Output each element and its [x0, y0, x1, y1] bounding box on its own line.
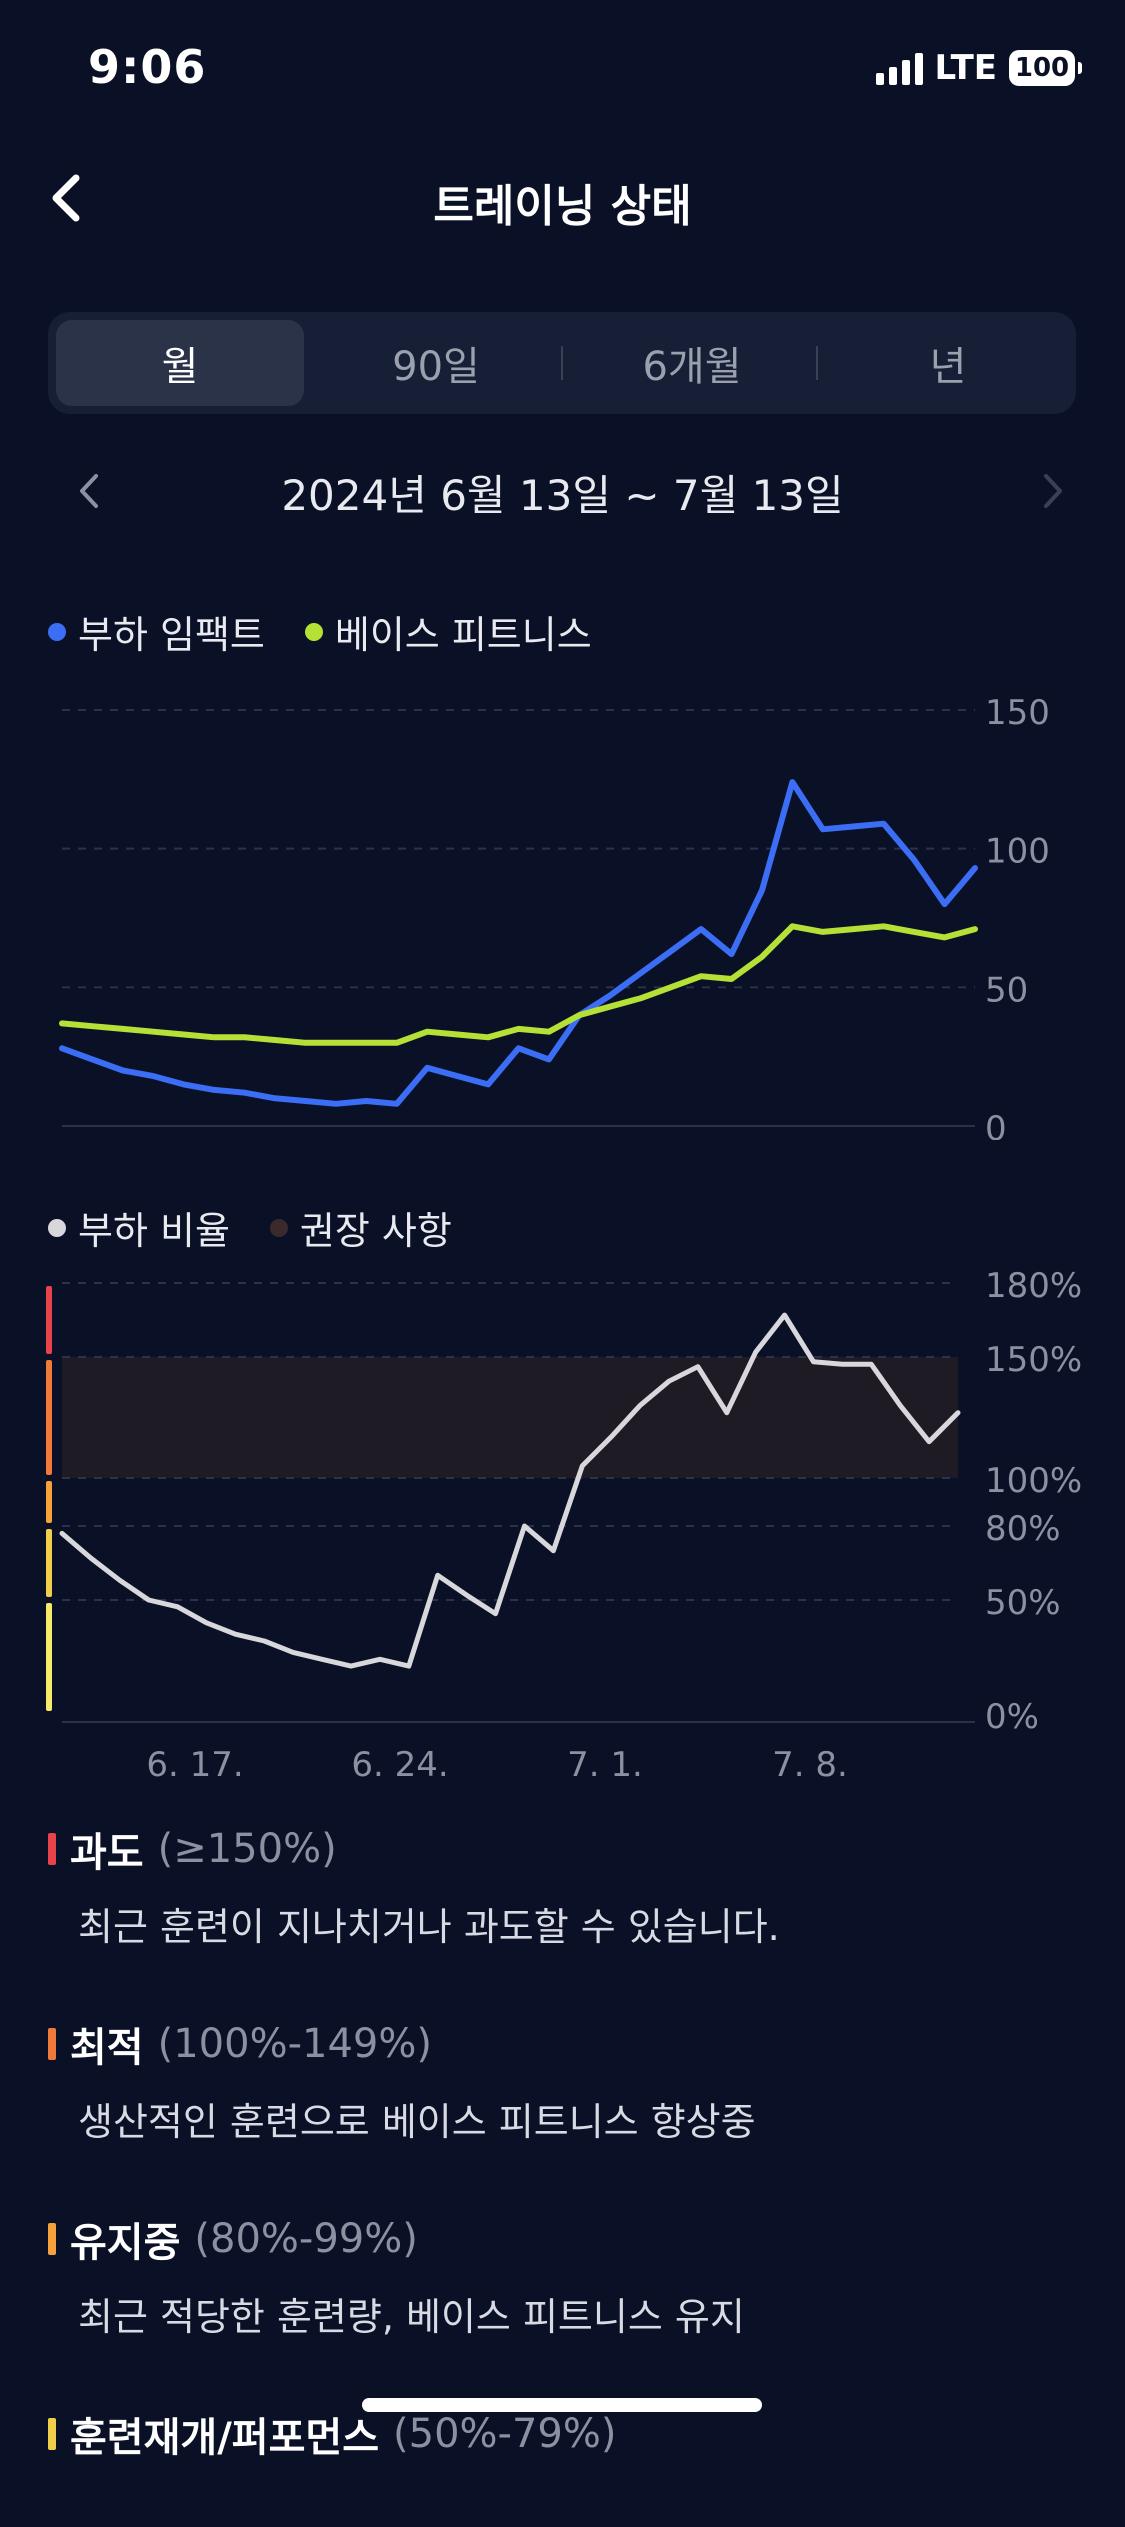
zone-range: (50%-79%)	[393, 2411, 617, 2457]
tab-year[interactable]: 년	[929, 344, 967, 390]
x-tick-label: 6. 24.	[351, 1745, 448, 1785]
load-impact-chart: 150 100 50 0	[59, 693, 1050, 1140]
legend-dot	[304, 622, 323, 641]
legend-dot	[48, 1218, 66, 1237]
battery-level: 100	[1014, 53, 1070, 83]
status-bar: 9:06 LTE 100	[0, 0, 1125, 140]
tab-6-months[interactable]: 6개월	[642, 344, 742, 390]
signal-icon	[875, 51, 923, 85]
recommended-band	[62, 1357, 958, 1478]
period-segmented-control: 월 90일 6개월 년	[48, 312, 1076, 414]
legend-label: 권장 사항	[299, 1209, 452, 1253]
zone-scale-bar	[46, 1360, 52, 1475]
prev-period-icon[interactable]	[66, 466, 116, 516]
tab-90-days[interactable]: 90일	[392, 344, 480, 390]
zone-description: 최근 훈련이 지나치거나 과도할 수 있습니다.	[78, 1905, 780, 1949]
y-tick-label: 50	[985, 970, 1028, 1010]
network-label: LTE	[934, 48, 997, 88]
x-tick-label: 6. 17.	[146, 1745, 243, 1785]
zone-description: 생산적인 훈련으로 베이스 피트니스 향상중	[78, 2100, 756, 2144]
legend-item-load-impact: 부하 임팩트	[48, 604, 265, 659]
zone-color-bar	[48, 2418, 56, 2450]
y-tick-label: 0%	[985, 1697, 1039, 1737]
tab-month[interactable]: 월	[56, 320, 304, 406]
zone-name: 유지중	[70, 2220, 181, 2266]
legend-item-base-fitness: 베이스 피트니스	[304, 604, 592, 659]
legend-dot	[269, 1218, 288, 1237]
zone-name: 훈련재개/퍼포먼스	[70, 2415, 380, 2461]
load-chart-legend: 부하 임팩트 베이스 피트니스	[48, 604, 632, 659]
x-tick-label: 7. 1.	[567, 1745, 643, 1785]
status-icons: LTE 100	[875, 48, 1082, 88]
back-chevron-icon[interactable]	[40, 168, 100, 228]
legend-item-recommendation: 권장 사항	[269, 1200, 452, 1255]
zone-name: 과도	[70, 1830, 144, 1876]
zone-scale-bar	[46, 1529, 52, 1597]
y-tick-label: 150	[985, 693, 1050, 733]
zone-range: (100%-149%)	[157, 2021, 432, 2067]
zone-range: (≥150%)	[157, 1826, 337, 1872]
y-tick-label: 80%	[985, 1509, 1061, 1549]
zone-name: 최적	[70, 2025, 144, 2071]
legend-label: 부하 비율	[78, 1209, 230, 1253]
y-tick-label: 100	[985, 832, 1050, 872]
zone-scale-bar	[46, 1603, 52, 1711]
tab-divider	[816, 346, 818, 380]
zone-maintaining: 유지중 (80%-99%) 최근 적당한 훈련량, 베이스 피트니스 유지	[48, 2210, 1048, 2341]
ratio-chart-legend: 부하 비율 권장 사항	[48, 1200, 492, 1255]
zone-descriptions: 과도 (≥150%) 최근 훈련이 지나치거나 과도할 수 있습니다. 최적 (…	[48, 1820, 1048, 2527]
zone-color-bar	[48, 2223, 56, 2255]
zone-color-bar	[48, 2028, 56, 2060]
zone-scale-bar	[46, 1481, 52, 1523]
status-time: 9:06	[88, 40, 207, 94]
y-tick-label: 150%	[985, 1340, 1082, 1380]
home-indicator	[362, 2398, 762, 2412]
zone-recovery-performance: 훈련재개/퍼포먼스 (50%-79%)	[48, 2405, 1048, 2463]
next-period-icon[interactable]	[1026, 466, 1076, 516]
y-tick-label: 180%	[985, 1270, 1082, 1306]
zone-scale-bar	[46, 1286, 52, 1354]
date-range-label: 2024년 6월 13일 ~ 7월 13일	[281, 471, 844, 520]
legend-dot	[48, 622, 66, 641]
series-line-base-fitness	[59, 923, 978, 1046]
series-line-load-ratio	[59, 1312, 961, 1669]
legend-item-load-ratio: 부하 비율	[48, 1200, 230, 1255]
x-tick-label: 7. 8.	[772, 1745, 848, 1785]
legend-label: 베이스 피트니스	[334, 613, 592, 657]
y-tick-label: 50%	[985, 1583, 1061, 1623]
nav-header: 트레이닝 상태	[0, 150, 1125, 250]
battery-icon: 100	[1009, 50, 1082, 86]
y-tick-label: 100%	[985, 1461, 1082, 1501]
zone-range: (80%-99%)	[194, 2216, 418, 2262]
series-line-load-impact	[59, 779, 978, 1107]
date-range-row: 2024년 6월 13일 ~ 7월 13일	[0, 450, 1125, 530]
legend-label: 부하 임팩트	[78, 613, 265, 657]
page-title: 트레이닝 상태	[433, 181, 692, 232]
tab-divider	[561, 346, 563, 380]
load-ratio-chart: 180% 150% 100% 80% 50% 0% 6. 17. 6. 24. 7. 1. 7. …	[46, 1270, 1082, 1785]
zone-optimal: 최적 (100%-149%) 생산적인 훈련으로 베이스 피트니스 향상중	[48, 2015, 1048, 2146]
zone-excessive: 과도 (≥150%) 최근 훈련이 지나치거나 과도할 수 있습니다.	[48, 1820, 1048, 1951]
y-tick-label: 0	[985, 1109, 1007, 1140]
zone-description: 최근 적당한 훈련량, 베이스 피트니스 유지	[78, 2295, 745, 2339]
zone-color-bar	[48, 1833, 56, 1865]
